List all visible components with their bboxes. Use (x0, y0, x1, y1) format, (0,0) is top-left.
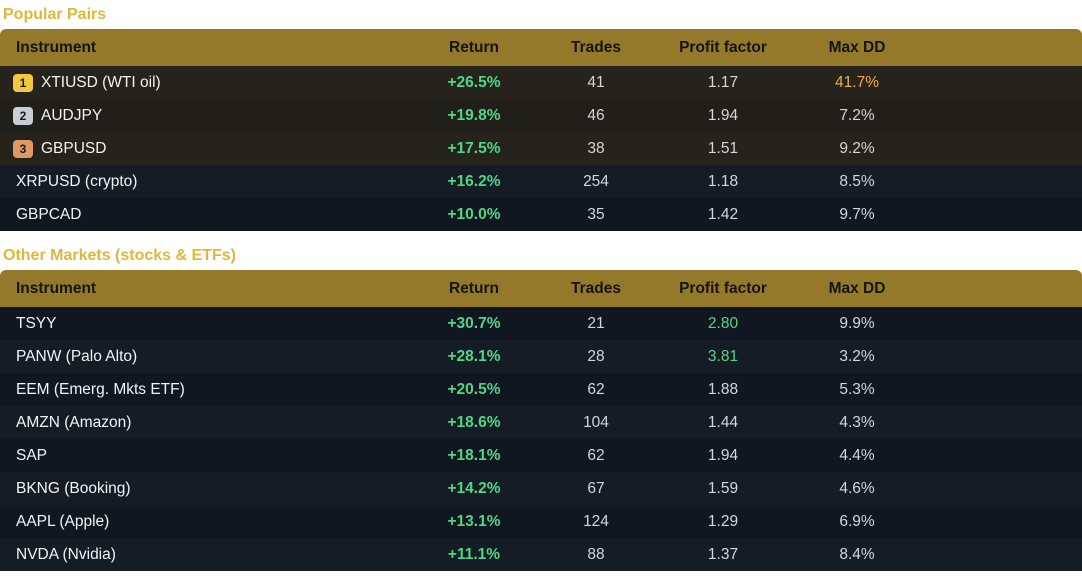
rank-badge: 2 (13, 107, 33, 125)
return-value: +20.5% (447, 381, 501, 398)
profit-factor-value: 1.17 (707, 74, 739, 91)
max-dd-value: 4.6% (839, 480, 875, 497)
table-header: Instrument Return Trades Profit factor M… (0, 270, 1082, 307)
return-value: +17.5% (447, 140, 501, 157)
profit-factor-value: 2.80 (707, 315, 739, 332)
trades-value: 62 (587, 447, 605, 464)
instrument-name: GBPUSD (41, 140, 107, 157)
column-header-instrument[interactable]: Instrument (16, 280, 97, 297)
trades-value: 38 (587, 140, 605, 157)
column-header-profit-factor[interactable]: Profit factor (679, 39, 767, 56)
profit-factor-value: 1.94 (707, 107, 739, 124)
table-header: Instrument Return Trades Profit factor M… (0, 29, 1082, 66)
max-dd-value: 41.7% (835, 74, 879, 91)
instrument-name: AMZN (Amazon) (16, 414, 132, 431)
trades-value: 41 (587, 74, 605, 91)
return-value: +19.8% (447, 107, 501, 124)
column-header-return[interactable]: Return (449, 280, 499, 297)
profit-factor-value: 1.51 (707, 140, 739, 157)
rank-badge: 1 (13, 74, 33, 92)
return-value: +30.7% (447, 315, 501, 332)
instrument-name: TSYY (16, 315, 57, 332)
column-header-instrument[interactable]: Instrument (16, 39, 97, 56)
profit-factor-value: 1.37 (707, 546, 739, 563)
profit-factor-value: 1.59 (707, 480, 739, 497)
column-header-trades[interactable]: Trades (571, 280, 621, 297)
trades-value: 28 (587, 348, 605, 365)
table-row[interactable]: AAPL (Apple) +13.1% 124 1.29 6.9% (0, 505, 1082, 538)
instrument-name: XRPUSD (crypto) (16, 173, 138, 190)
column-header-profit-factor[interactable]: Profit factor (679, 280, 767, 297)
instrument-name: EEM (Emerg. Mkts ETF) (16, 381, 185, 398)
profit-factor-value: 1.42 (707, 206, 739, 223)
table-row[interactable]: BKNG (Booking) +14.2% 67 1.59 4.6% (0, 472, 1082, 505)
instrument-name: AUDJPY (41, 107, 103, 124)
max-dd-value: 3.2% (839, 348, 875, 365)
table-row[interactable]: SAP +18.1% 62 1.94 4.4% (0, 439, 1082, 472)
profit-factor-value: 1.29 (707, 513, 739, 530)
instrument-name: XTIUSD (WTI oil) (41, 74, 161, 91)
trades-value: 21 (587, 315, 605, 332)
column-header-max-dd[interactable]: Max DD (828, 280, 886, 297)
instrument-name: PANW (Palo Alto) (16, 348, 138, 365)
table-row[interactable]: XRPUSD (crypto) +16.2% 254 1.18 8.5% (0, 165, 1082, 198)
instrument-name: GBPCAD (16, 206, 82, 223)
return-value: +10.0% (447, 206, 501, 223)
table-row[interactable]: EEM (Emerg. Mkts ETF) +20.5% 62 1.88 5.3… (0, 373, 1082, 406)
trades-value: 124 (583, 513, 609, 530)
max-dd-value: 8.5% (839, 173, 875, 190)
trades-value: 35 (587, 206, 605, 223)
popular-pairs-table: Instrument Return Trades Profit factor M… (0, 29, 1082, 231)
trades-value: 104 (583, 414, 609, 431)
return-value: +18.6% (447, 414, 501, 431)
profit-factor-value: 1.88 (707, 381, 739, 398)
instrument-name: AAPL (Apple) (16, 513, 110, 530)
return-value: +16.2% (447, 173, 501, 190)
return-value: +14.2% (447, 480, 501, 497)
column-header-max-dd[interactable]: Max DD (828, 39, 886, 56)
trades-value: 46 (587, 107, 605, 124)
profit-factor-value: 1.94 (707, 447, 739, 464)
max-dd-value: 7.2% (839, 107, 875, 124)
max-dd-value: 6.9% (839, 513, 875, 530)
trades-value: 67 (587, 480, 605, 497)
return-value: +11.1% (447, 546, 501, 563)
max-dd-value: 4.3% (839, 414, 875, 431)
max-dd-value: 5.3% (839, 381, 875, 398)
table-row[interactable]: 1 XTIUSD (WTI oil) +26.5% 41 1.17 41.7% (0, 66, 1082, 99)
section-title-other-markets: Other Markets (stocks & ETFs) (3, 247, 236, 264)
max-dd-value: 8.4% (839, 546, 875, 563)
trades-value: 254 (583, 173, 609, 190)
instrument-name: BKNG (Booking) (16, 480, 131, 497)
table-row[interactable]: PANW (Palo Alto) +28.1% 28 3.81 3.2% (0, 340, 1082, 373)
table-row[interactable]: 3 GBPUSD +17.5% 38 1.51 9.2% (0, 132, 1082, 165)
rank-badge: 3 (13, 140, 33, 158)
return-value: +18.1% (447, 447, 501, 464)
instrument-name: SAP (16, 447, 48, 464)
table-row[interactable]: AMZN (Amazon) +18.6% 104 1.44 4.3% (0, 406, 1082, 439)
trades-value: 88 (587, 546, 605, 563)
profit-factor-value: 3.81 (707, 348, 739, 365)
max-dd-value: 9.7% (839, 206, 875, 223)
section-title-popular-pairs: Popular Pairs (3, 6, 107, 23)
profit-factor-value: 1.18 (707, 173, 739, 190)
max-dd-value: 9.2% (839, 140, 875, 157)
max-dd-value: 4.4% (839, 447, 875, 464)
column-header-return[interactable]: Return (449, 39, 499, 56)
table-row[interactable]: TSYY +30.7% 21 2.80 9.9% (0, 307, 1082, 340)
max-dd-value: 9.9% (839, 315, 875, 332)
return-value: +13.1% (447, 513, 501, 530)
table-row[interactable]: GBPCAD +10.0% 35 1.42 9.7% (0, 198, 1082, 231)
column-header-trades[interactable]: Trades (571, 39, 621, 56)
return-value: +26.5% (447, 74, 501, 91)
trades-value: 62 (587, 381, 605, 398)
table-row[interactable]: 2 AUDJPY +19.8% 46 1.94 7.2% (0, 99, 1082, 132)
profit-factor-value: 1.44 (707, 414, 739, 431)
other-markets-table: Instrument Return Trades Profit factor M… (0, 270, 1082, 571)
return-value: +28.1% (447, 348, 501, 365)
instrument-name: NVDA (Nvidia) (16, 546, 116, 563)
table-row[interactable]: NVDA (Nvidia) +11.1% 88 1.37 8.4% (0, 538, 1082, 571)
